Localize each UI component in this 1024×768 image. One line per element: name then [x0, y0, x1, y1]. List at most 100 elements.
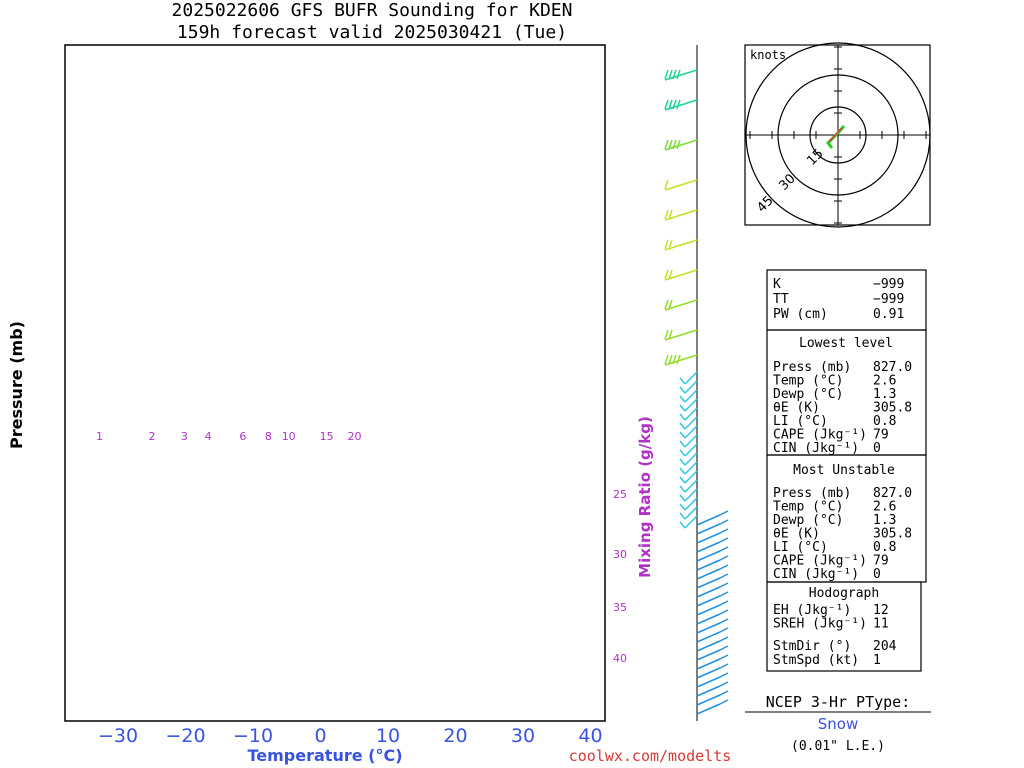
wind-barb	[679, 461, 698, 475]
chart-subtitle: 159h forecast valid 2025030421 (Tue)	[177, 22, 567, 43]
y-axis-label: Pressure (mb)	[7, 321, 26, 449]
mixing-ratio-side-label: 25	[613, 488, 627, 501]
index-label: Press (mb)	[773, 360, 851, 375]
wind-barb	[696, 564, 729, 580]
index-value: 0.8	[873, 540, 896, 555]
wind-barb	[696, 519, 729, 535]
x-axis-label: Temperature (°C)	[247, 746, 402, 765]
mixing-ratio-tick-label: 3	[181, 430, 188, 443]
wind-barb	[696, 663, 729, 679]
index-label: EH (Jkg⁻¹)	[773, 603, 851, 618]
ptype-title: NCEP 3-Hr PType:	[766, 693, 911, 711]
mixing-ratio-tick-label: 15	[320, 430, 334, 443]
plot-frame	[64, 44, 606, 722]
wind-barb	[696, 510, 729, 526]
wind-barb	[696, 618, 729, 634]
temperature-tick-label: −30	[98, 725, 138, 747]
mixing-ratio-label: Mixing Ratio (g/kg)	[636, 416, 654, 578]
mixing-ratio-tick-label: 6	[239, 430, 246, 443]
wind-barb	[696, 528, 729, 544]
temperature-tick-label: −10	[233, 725, 273, 747]
index-value: 0	[873, 567, 881, 582]
index-label: Temp (°C)	[773, 374, 843, 389]
footer-credit: coolwx.com/modelts	[569, 747, 732, 765]
wind-barb	[696, 600, 729, 616]
index-value: 827.0	[873, 360, 912, 375]
mixing-ratio-side-label: 35	[613, 601, 627, 614]
wind-barb	[696, 699, 729, 715]
index-value: 11	[873, 617, 889, 632]
index-value: 305.8	[873, 527, 912, 542]
section-title: Lowest level	[799, 336, 893, 351]
wind-barb	[696, 609, 729, 625]
wind-barb	[696, 573, 729, 589]
index-value: 204	[873, 639, 897, 654]
wind-barb	[696, 690, 729, 706]
wind-barb	[696, 636, 729, 652]
index-value: 1.3	[873, 513, 896, 528]
wind-barb	[664, 139, 698, 151]
index-value: 1.3	[873, 387, 896, 402]
section-title: Hodograph	[809, 586, 879, 601]
temperature-tick-label: −20	[165, 725, 205, 747]
hodograph-trace-upper	[828, 127, 843, 143]
wind-barb	[679, 470, 698, 484]
index-value: 79	[873, 428, 889, 443]
wind-barb	[679, 434, 698, 448]
index-label: CAPE (Jkg⁻¹)	[773, 428, 867, 443]
wind-barb	[664, 269, 698, 281]
wind-barb	[696, 681, 729, 697]
wind-barb	[664, 329, 698, 341]
index-value: 827.0	[873, 486, 912, 501]
wind-barb	[664, 299, 698, 311]
index-label: LI (°C)	[773, 414, 828, 429]
wind-barb	[679, 452, 698, 466]
index-value: 12	[873, 603, 889, 618]
index-label: CIN (Jkg⁻¹)	[773, 567, 859, 582]
index-label: Temp (°C)	[773, 500, 843, 515]
wind-barb	[679, 515, 698, 529]
index-label: PW (cm)	[773, 307, 828, 322]
wind-barb	[664, 209, 698, 221]
wind-barb	[696, 582, 729, 598]
index-label: K	[773, 277, 781, 292]
wind-barb	[679, 443, 698, 457]
wind-barb	[679, 425, 698, 439]
wind-barb	[696, 654, 729, 670]
index-value: 0.8	[873, 414, 896, 429]
wind-barb	[696, 555, 729, 571]
wind-barb	[679, 389, 698, 403]
index-value: 2.6	[873, 500, 896, 515]
index-label: Dewp (°C)	[773, 387, 843, 402]
index-label: TT	[773, 292, 789, 307]
mixing-ratio-tick-label: 8	[265, 430, 272, 443]
index-label: LI (°C)	[773, 540, 828, 555]
mixing-ratio-tick-label: 1	[96, 430, 103, 443]
wind-barb	[664, 69, 698, 81]
temperature-tick-label: 20	[443, 725, 467, 747]
chart-title: 2025022606 GFS BUFR Sounding for KDEN	[172, 0, 573, 21]
section-title: Most Unstable	[793, 463, 895, 478]
mixing-ratio-tick-label: 2	[148, 430, 155, 443]
mixing-ratio-tick-label: 4	[205, 430, 212, 443]
wind-barb	[696, 672, 729, 688]
mixing-ratio-tick-label: 10	[282, 430, 296, 443]
wind-barb	[664, 99, 698, 111]
index-value: −999	[873, 292, 904, 307]
index-label: Dewp (°C)	[773, 513, 843, 528]
index-label: Press (mb)	[773, 486, 851, 501]
wind-barb	[696, 627, 729, 643]
wind-barb	[679, 416, 698, 430]
index-label: CAPE (Jkg⁻¹)	[773, 554, 867, 569]
index-label: θE (K)	[773, 527, 820, 542]
wind-barb	[696, 546, 729, 562]
temperature-tick-label: 10	[376, 725, 400, 747]
index-value: 1	[873, 653, 881, 668]
wind-barb	[679, 488, 698, 502]
index-value: −999	[873, 277, 904, 292]
wind-barb	[679, 497, 698, 511]
wind-barb	[696, 645, 729, 661]
wind-barb	[696, 591, 729, 607]
wind-barb	[664, 354, 698, 366]
